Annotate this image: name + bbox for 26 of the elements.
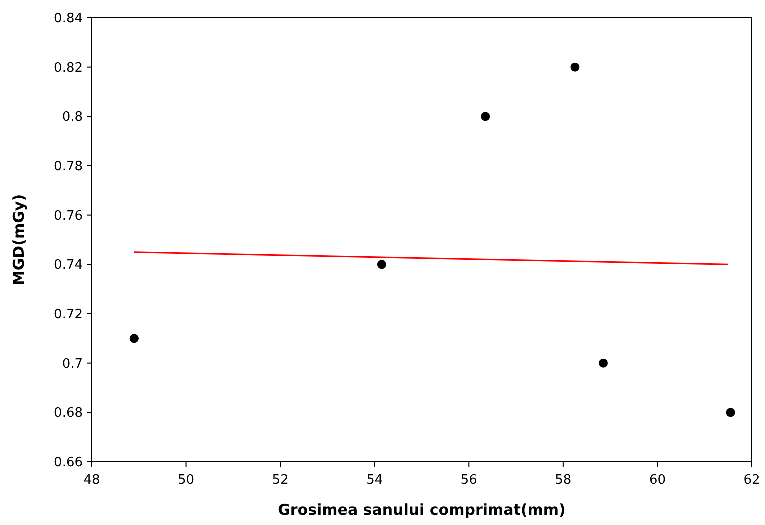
- y-tick-label: 0.78: [54, 160, 83, 175]
- x-tick-label: 54: [366, 473, 384, 488]
- x-tick-label: 58: [555, 473, 572, 488]
- y-tick-label: 0.84: [54, 12, 83, 27]
- point: [599, 358, 608, 368]
- x-tick-label: 56: [460, 473, 478, 488]
- y-tick-label: 0.82: [54, 60, 83, 76]
- y-tick-label: 0.68: [54, 406, 83, 422]
- y-tick-label: 0.7: [62, 356, 83, 372]
- y-tick-label: 0.8: [62, 110, 83, 126]
- point: [130, 334, 139, 344]
- x-tick-label: 48: [84, 473, 100, 488]
- x-axis-title: Grosimea sanului comprimat(mm): [278, 501, 566, 519]
- point: [481, 112, 490, 122]
- x-tick-label: 52: [272, 473, 289, 488]
- y-tick-label: 0.66: [54, 456, 83, 471]
- y-tick-label: 0.74: [54, 258, 83, 274]
- y-tick-label: 0.72: [54, 308, 83, 323]
- x-tick-label: 60: [649, 473, 666, 488]
- point: [377, 260, 386, 270]
- x-tick-label: 62: [744, 473, 760, 488]
- y-tick-label: 0.76: [54, 208, 83, 224]
- point: [726, 408, 736, 418]
- y-axis-title: MGD(mGy): [10, 194, 28, 286]
- point: [570, 62, 580, 72]
- x-tick-label: 50: [178, 473, 195, 488]
